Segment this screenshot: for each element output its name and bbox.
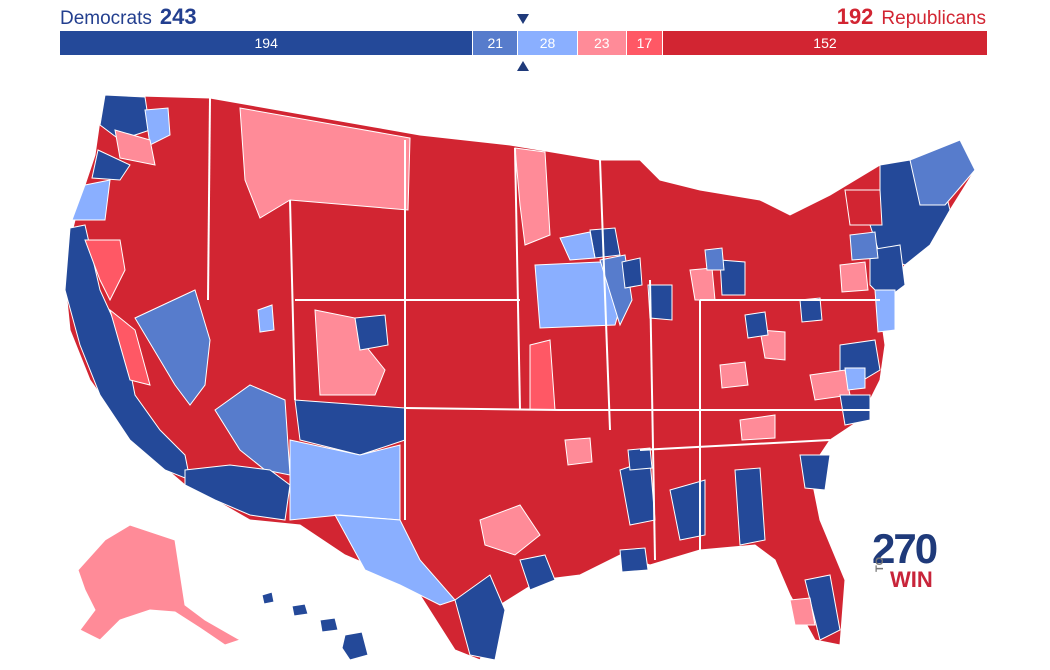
colorado-denver-dem[interactable]	[354, 314, 389, 351]
minnesota-west-lean-rep[interactable]	[514, 147, 551, 246]
bar-segment-lean-rep[interactable]: 23	[577, 31, 627, 55]
kansas-east-likely-rep[interactable]	[529, 339, 556, 411]
florida-dem[interactable]	[804, 574, 841, 641]
header-rep: 192 Republicans	[837, 4, 986, 30]
sc-dem[interactable]	[799, 454, 831, 491]
alabama-dem[interactable]	[669, 479, 706, 541]
texas-west-lean-dem[interactable]	[334, 514, 456, 606]
washington-dem[interactable]	[99, 94, 151, 141]
majority-marker-top-icon	[517, 14, 529, 24]
california-valley-likely-rep[interactable]	[109, 308, 151, 386]
rep-label: Republicans	[881, 8, 986, 29]
pittsburgh-dem[interactable]	[799, 297, 823, 323]
milwaukee-dem[interactable]	[621, 257, 643, 289]
new-york-north-rep[interactable]	[844, 189, 883, 226]
washington-lean-rep[interactable]	[114, 129, 156, 166]
salt-lake-lean-dem[interactable]	[257, 304, 275, 333]
majority-marker-bottom-icon	[517, 61, 529, 71]
alaska-lean-rep[interactable]	[77, 524, 242, 646]
hawaii-dem[interactable]	[261, 591, 369, 661]
columbus-dem[interactable]	[744, 311, 769, 339]
logo-to: TO	[874, 556, 886, 572]
oregon-coast-dem[interactable]	[91, 149, 131, 181]
seattle-lean-dem[interactable]	[144, 107, 171, 146]
minnesota-lean-dem[interactable]	[559, 231, 596, 261]
oregon-south-lean-dem[interactable]	[71, 179, 111, 221]
tennessee-lean-rep[interactable]	[739, 414, 776, 441]
bar-segment-likely-rep[interactable]: 17	[626, 31, 664, 55]
nevada-likely-dem[interactable]	[134, 289, 211, 406]
header-dem: Democrats 243	[60, 4, 197, 30]
texas-lean-rep[interactable]	[479, 504, 541, 556]
bar-segment-lean-dem[interactable]: 28	[518, 31, 578, 55]
georgia-dem[interactable]	[734, 467, 766, 546]
dem-total: 243	[159, 4, 197, 29]
new-mexico-south-lean-dem[interactable]	[289, 439, 401, 521]
montana-lean-rep[interactable]	[239, 107, 411, 219]
bar-segment-safe-dem[interactable]: 194	[60, 31, 474, 55]
rep-total: 192	[836, 4, 874, 29]
virginia-lean-dem[interactable]	[844, 367, 866, 391]
pa-east-lean-rep[interactable]	[839, 261, 869, 293]
arizona-south-dem[interactable]	[184, 464, 291, 521]
memphis-dem[interactable]	[627, 447, 653, 471]
houston-dem[interactable]	[519, 554, 556, 591]
texas-south-dem[interactable]	[454, 574, 506, 661]
seat-bar: 194 21 28 23 17 152	[60, 31, 987, 55]
california-central-likely-rep[interactable]	[84, 239, 126, 302]
ohio-lean-rep[interactable]	[759, 329, 786, 361]
dem-label: Democrats	[60, 8, 152, 29]
new-orleans-dem[interactable]	[619, 547, 649, 573]
logo-number: 270	[872, 525, 938, 572]
california-coast-dem[interactable]	[64, 224, 191, 481]
kentucky-lean-rep[interactable]	[719, 361, 749, 389]
new-mexico-north-dem[interactable]	[294, 399, 406, 456]
us-district-map[interactable]	[0, 76, 1050, 670]
michigan-lean-rep[interactable]	[689, 267, 716, 301]
bar-segment-likely-dem[interactable]: 21	[473, 31, 519, 55]
grand-rapids-likely-dem[interactable]	[704, 247, 725, 271]
maine-likely-dem[interactable]	[909, 139, 976, 206]
new-jersey-lean-dem[interactable]	[874, 289, 896, 333]
logo-270towin[interactable]: 270 TO WIN	[872, 528, 944, 592]
arkansas-lean-rep[interactable]	[564, 437, 593, 466]
state-borders	[207, 97, 880, 561]
detroit-dem[interactable]	[719, 259, 746, 296]
logo-win: WIN	[890, 567, 933, 592]
florida-lean-rep[interactable]	[789, 597, 816, 626]
chicago-dem[interactable]	[647, 284, 673, 321]
bar-segment-safe-rep[interactable]: 152	[663, 31, 987, 55]
ny-likely-dem[interactable]	[849, 231, 879, 261]
